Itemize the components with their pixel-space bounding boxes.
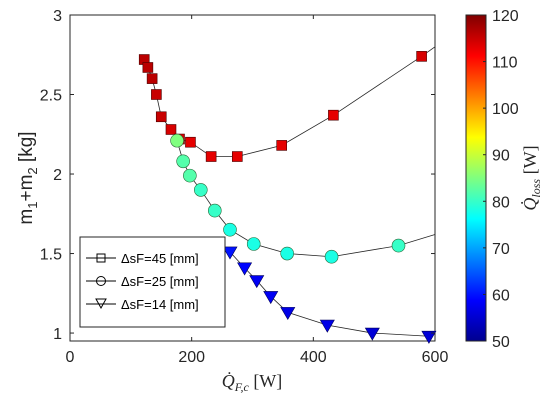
data-point-circle (391, 238, 406, 253)
legend: ΔsF=45 [mm] ΔsF=25 [mm] ΔsF=14 [mm] (79, 236, 226, 328)
colorbar-tick-label: 120 (492, 8, 519, 25)
colorbar-tick-label: 90 (492, 148, 510, 165)
y-tick-label: 1 (53, 326, 62, 343)
data-point-triangle (421, 330, 437, 344)
data-point-square (276, 140, 288, 151)
x-axis-label-unit: [W] (249, 371, 282, 391)
data-point-circle (176, 154, 190, 169)
x-tick-label: 600 (422, 349, 449, 366)
data-point-triangle (249, 275, 265, 289)
legend-entry-25: ΔsF=25 [mm] (86, 274, 199, 289)
x-tick-label: 0 (66, 349, 75, 366)
data-point-triangle (263, 291, 279, 305)
legend-box (79, 236, 226, 328)
y-axis-label: m1+m2 [kg] (16, 131, 40, 224)
data-point-square (142, 62, 154, 73)
svg-text:Q̇loss [W]: Q̇loss [W] (519, 145, 543, 210)
data-point-circle (183, 168, 197, 183)
legend-entry-45: ΔsF=45 [mm] (86, 251, 199, 266)
colorbar-tick-label: 100 (492, 101, 519, 118)
y-tick-label: 2.5 (40, 88, 62, 105)
x-axis-label-symbol: Q̇ (222, 370, 235, 391)
y-tick-label: 3 (53, 8, 62, 25)
data-point-circle (324, 249, 339, 264)
data-point-triangle (237, 262, 253, 276)
data-point-square (185, 136, 196, 148)
x-tick-label: 400 (300, 349, 327, 366)
colorbar-label-subscript: loss (529, 179, 543, 198)
y-axis-label-sub2: 2 (25, 167, 40, 174)
colorbar-label-symbol: Q̇ (519, 198, 540, 211)
data-point-square (146, 73, 158, 84)
y-tick-label: 1.5 (40, 247, 62, 264)
x-axis-label-subscript: F,c (234, 380, 250, 394)
series-layer (138, 46, 437, 344)
y-axis-label-sub1: 1 (25, 202, 40, 209)
data-point-circle (170, 133, 184, 148)
data-point-triangle (364, 327, 380, 341)
colorbar-tick-label: 110 (492, 55, 518, 72)
x-tick-label: 200 (178, 349, 205, 366)
data-point-square (165, 124, 177, 135)
colorbar (465, 14, 487, 342)
data-point-triangle (222, 246, 238, 260)
x-axis-label-text: Q̇F,c [W] (222, 370, 283, 394)
legend-square-marker (96, 253, 106, 263)
data-point-triangle (280, 307, 296, 320)
y-axis-label-plus: +m (16, 175, 37, 202)
data-point-circle (280, 246, 294, 261)
legend-circle-marker (96, 276, 106, 286)
data-point-square (205, 151, 217, 162)
data-point-circle (193, 183, 208, 197)
data-point-square (328, 109, 339, 121)
data-point-square (155, 111, 167, 123)
legend-triangle-marker (95, 298, 107, 310)
data-point-circle (207, 203, 222, 218)
colorbar-tick-label: 60 (492, 287, 510, 304)
data-point-square (416, 51, 427, 62)
colorbar-tick-label: 70 (492, 241, 510, 258)
y-tick-label: 2 (53, 167, 62, 184)
legend-entry-14: ΔsF=14 [mm] (86, 297, 199, 312)
data-point-circle (246, 237, 261, 251)
legend-label-25: ΔsF=25 [mm] (121, 274, 199, 289)
data-point-square (151, 89, 162, 100)
colorbar-tick-label: 50 (492, 334, 510, 351)
x-axis-label: Q̇F,c [W] (222, 370, 283, 394)
legend-label-45: ΔsF=45 [mm] (121, 251, 199, 266)
svg-text:m1+m2 [kg]: m1+m2 [kg] (16, 131, 40, 224)
data-point-triangle (319, 319, 335, 333)
colorbar-ticks: 50 60 70 80 90 100 110 120 (483, 8, 519, 351)
colorbar-label: Q̇loss [W] (519, 145, 543, 210)
series-1 (170, 133, 436, 264)
data-point-square (231, 151, 243, 162)
y-axis-label-unit: [kg] (16, 131, 37, 167)
data-point-circle (223, 222, 237, 237)
series-2 (222, 246, 437, 344)
y-axis-label-m1: m (16, 209, 37, 225)
colorbar-tick-label: 80 (492, 194, 510, 211)
legend-label-14: ΔsF=14 [mm] (121, 297, 199, 312)
colorbar-label-unit: [W] (520, 145, 540, 178)
ticks-layer: 0 200 400 600 1 1.5 2 2.5 3 (40, 8, 449, 366)
